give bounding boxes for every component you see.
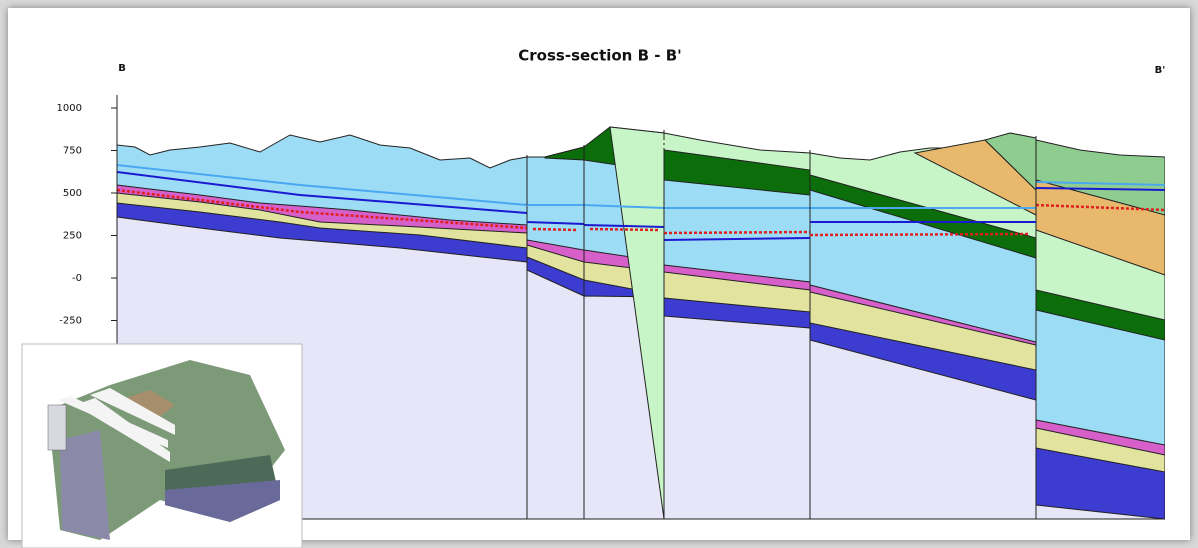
right-label: B': [1155, 65, 1166, 76]
y-tick-label: 500: [63, 188, 82, 199]
page: Cross-section B - B' B B': [0, 0, 1198, 548]
left-label: B: [118, 63, 126, 74]
y-tick-label: 1000: [57, 103, 82, 114]
y-tick-label: 250: [63, 231, 82, 242]
y-tick-label: -0: [72, 273, 82, 284]
layer: [527, 270, 584, 519]
inset: [22, 344, 302, 548]
layer: [664, 316, 810, 519]
y-tick-label: 750: [63, 146, 82, 157]
inset-block: [48, 405, 66, 450]
y-tick-label: -250: [59, 316, 82, 327]
chart-title: Cross-section B - B': [518, 47, 681, 65]
